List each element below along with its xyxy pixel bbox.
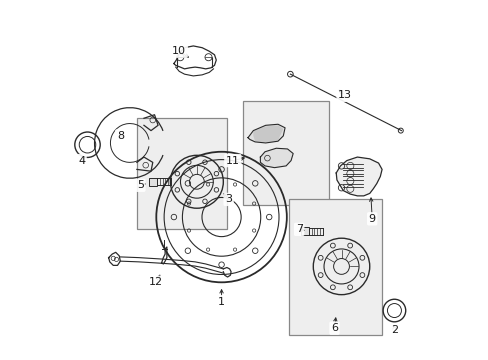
Text: 10: 10	[172, 46, 186, 56]
Text: 8: 8	[117, 131, 123, 141]
Text: 7: 7	[295, 224, 302, 234]
Text: 3: 3	[224, 194, 232, 204]
Text: 6: 6	[330, 323, 337, 333]
Bar	[300, 227, 308, 235]
Polygon shape	[247, 124, 285, 143]
Text: 4: 4	[78, 156, 85, 166]
Bar	[149, 177, 157, 186]
Text: 12: 12	[149, 277, 163, 287]
Polygon shape	[260, 148, 293, 168]
Text: 1: 1	[218, 297, 224, 307]
Text: 2: 2	[390, 325, 397, 335]
Bar	[288, 199, 381, 335]
Text: 13: 13	[337, 90, 351, 100]
Text: 5: 5	[137, 180, 143, 190]
Polygon shape	[253, 125, 283, 142]
Bar	[137, 118, 226, 229]
Bar	[242, 101, 328, 205]
Text: 11: 11	[225, 156, 240, 166]
Text: 9: 9	[368, 214, 375, 224]
Polygon shape	[336, 157, 381, 196]
